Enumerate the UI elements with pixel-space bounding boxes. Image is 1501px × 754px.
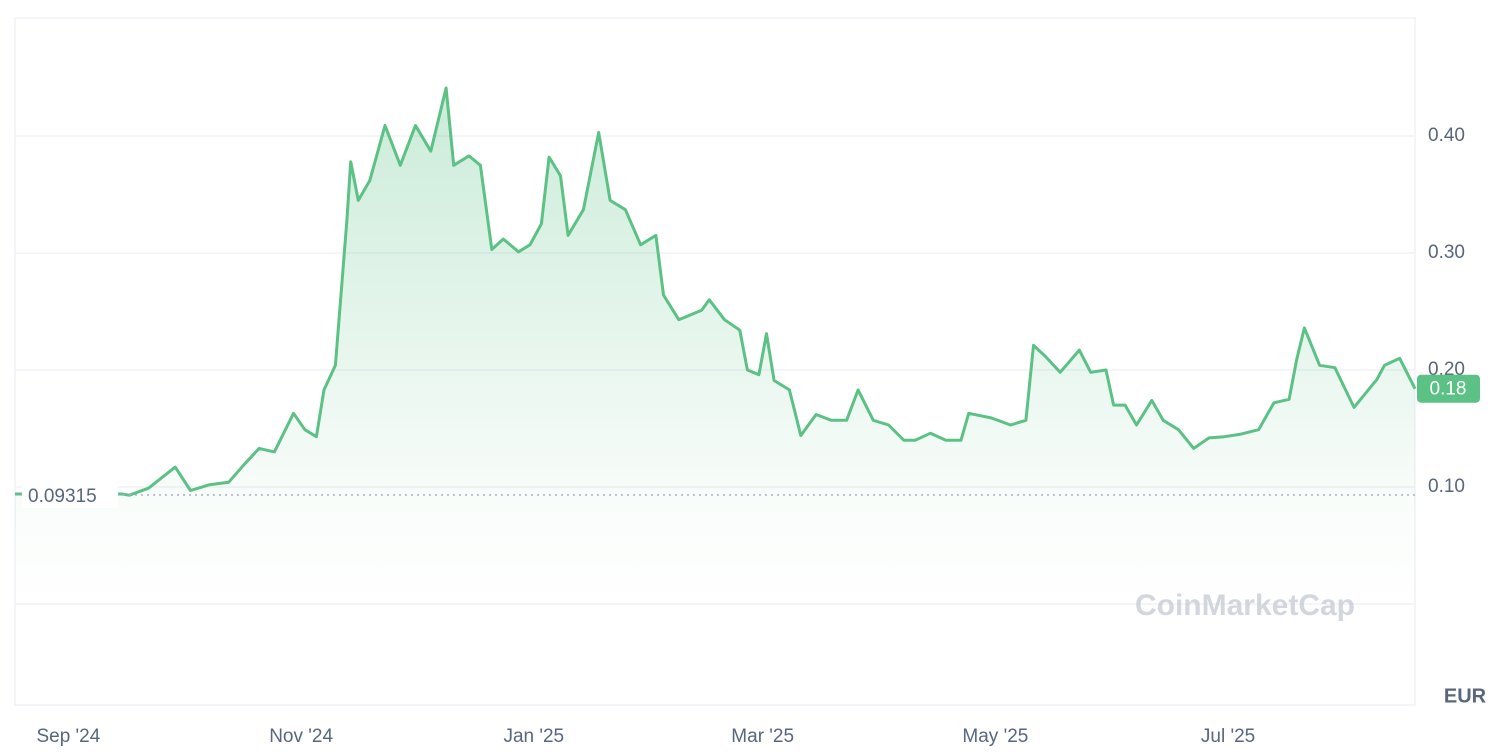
area-fill: [15, 88, 1415, 604]
y-tick-label: 0.40: [1428, 125, 1465, 146]
x-tick-label: May '25: [962, 726, 1028, 747]
x-tick-label: Jan '25: [503, 726, 564, 747]
price-badge: [1417, 374, 1480, 403]
reference-label: 0.09315: [28, 486, 97, 507]
series: [15, 86, 1417, 604]
y-tick-label: 0.30: [1428, 242, 1465, 263]
x-tick-label: Nov '24: [269, 726, 333, 747]
price-badge-label: 0.18: [1430, 379, 1467, 400]
plot-frame: [14, 17, 1416, 706]
x-tick-label: Jul '25: [1201, 726, 1255, 747]
y-tick-label: 0.10: [1428, 476, 1465, 497]
x-tick-label: Sep '24: [36, 726, 100, 747]
reference-label-bg: [22, 482, 118, 509]
price-line: [15, 86, 1417, 497]
x-tick-label: Mar '25: [731, 726, 794, 747]
currency-label: EUR: [1444, 685, 1487, 707]
